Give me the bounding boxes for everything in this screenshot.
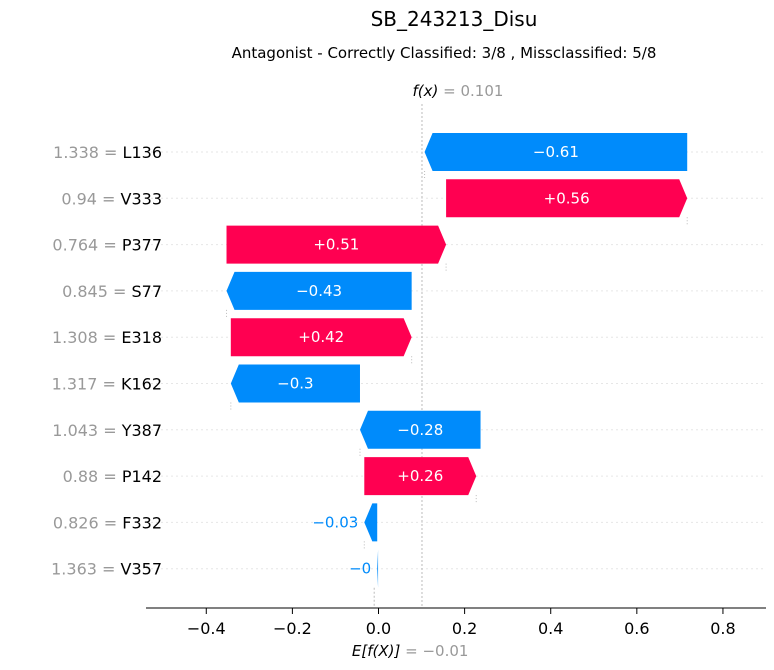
bar-label-K162: −0.3	[277, 375, 313, 393]
feature-label-Y387: 1.043 = Y387	[52, 421, 162, 440]
x-tick-label: −0.2	[273, 619, 312, 638]
base-value: −0.01	[422, 642, 468, 660]
feature-equals: =	[98, 421, 122, 440]
feature-name: V357	[121, 560, 162, 579]
feature-label-L136: 1.338 = L136	[53, 143, 162, 162]
x-tick-label: 0.0	[366, 619, 391, 638]
feature-equals: =	[99, 513, 123, 532]
feature-name: V333	[121, 189, 162, 208]
bar-label-P142: +0.26	[397, 467, 443, 485]
feature-name: P142	[122, 467, 162, 486]
bar-S77	[226, 271, 412, 310]
bar-label-Y387: −0.28	[397, 421, 443, 439]
bar-V357	[377, 549, 379, 588]
bar-label-F332: −0.03	[312, 513, 358, 531]
bar-label-S77: −0.43	[296, 282, 342, 300]
feature-name: E318	[121, 328, 162, 347]
x-tick-label: 0.8	[710, 619, 735, 638]
feature-equals: =	[98, 467, 122, 486]
feature-label-E318: 1.308 = E318	[52, 328, 162, 347]
bars-group: −0.61 +0.56 +0.51 −0.43 +0.42 −0.3 −0.28 +0.26 −…	[226, 133, 688, 588]
feature-name: L136	[123, 143, 162, 162]
fx-equals: =	[438, 82, 460, 100]
feature-equals: =	[97, 560, 121, 579]
feature-name: F332	[122, 513, 162, 532]
x-tick-label: 0.2	[452, 619, 477, 638]
feature-label-K162: 1.317 = K162	[52, 375, 162, 394]
feature-label-V357: 1.363 = V357	[51, 560, 162, 579]
x-tick-label: 0.6	[624, 619, 649, 638]
feature-equals: =	[97, 189, 121, 208]
feature-equals: =	[98, 328, 122, 347]
base-label: E[f(X)]	[352, 642, 401, 660]
bar-Y387	[359, 410, 481, 449]
feature-value: 0.826	[53, 513, 99, 532]
feature-name: K162	[121, 375, 162, 394]
x-tick-label: 0.4	[538, 619, 563, 638]
feature-value: 1.317	[52, 375, 98, 394]
feature-label-F332: 0.826 = F332	[53, 513, 162, 532]
feature-value: 1.043	[52, 421, 98, 440]
bar-K162	[230, 364, 360, 403]
feature-label-V333: 0.94 = V333	[61, 189, 162, 208]
bar-E318	[230, 318, 412, 357]
feature-equals: =	[99, 143, 123, 162]
bar-label-V357: −0	[349, 560, 371, 578]
feature-equals: =	[97, 375, 121, 394]
bar-P377	[226, 225, 447, 264]
chart-subtitle: Antagonist - Correctly Classified: 3/8 ,…	[232, 44, 657, 62]
bar-V333	[446, 179, 688, 218]
fx-annotation: f(x) = 0.101	[413, 82, 504, 100]
feature-equals: =	[108, 282, 132, 301]
feature-value: 1.363	[51, 560, 97, 579]
base-annotation: E[f(X)] = −0.01	[352, 642, 469, 660]
base-equals: =	[400, 642, 422, 660]
x-tick-label: −0.4	[187, 619, 226, 638]
feature-value: 0.94	[61, 189, 97, 208]
x-ticks-group: −0.4 −0.2 0.0 0.2 0.4 0.6 0.8	[187, 608, 736, 638]
fx-value: 0.101	[461, 82, 504, 100]
chart-title: SB_243213_Disu	[371, 7, 538, 31]
bar-L136	[424, 133, 688, 171]
bar-label-P377: +0.51	[313, 236, 359, 254]
feature-name: Y387	[121, 421, 162, 440]
feature-value: 0.88	[63, 467, 99, 486]
feature-equals: =	[98, 236, 122, 255]
feature-name: P377	[122, 236, 162, 255]
feature-value: 1.308	[52, 328, 98, 347]
bar-label-V333: +0.56	[544, 189, 590, 207]
feature-label-S77: 0.845 = S77	[62, 282, 162, 301]
bar-label-L136: −0.61	[533, 143, 579, 161]
feature-label-P142: 0.88 = P142	[63, 467, 162, 486]
bar-F332	[364, 503, 378, 542]
bar-P142	[364, 457, 477, 496]
feature-labels-group: 1.338 = L136 0.94 = V333 0.764 = P377 0.845…	[51, 143, 162, 579]
feature-label-P377: 0.764 = P377	[52, 236, 162, 255]
fx-label: f(x)	[413, 82, 439, 100]
feature-value: 0.764	[52, 236, 98, 255]
bar-label-E318: +0.42	[298, 328, 344, 346]
feature-value: 1.338	[53, 143, 99, 162]
feature-name: S77	[131, 282, 162, 301]
feature-value: 0.845	[62, 282, 108, 301]
